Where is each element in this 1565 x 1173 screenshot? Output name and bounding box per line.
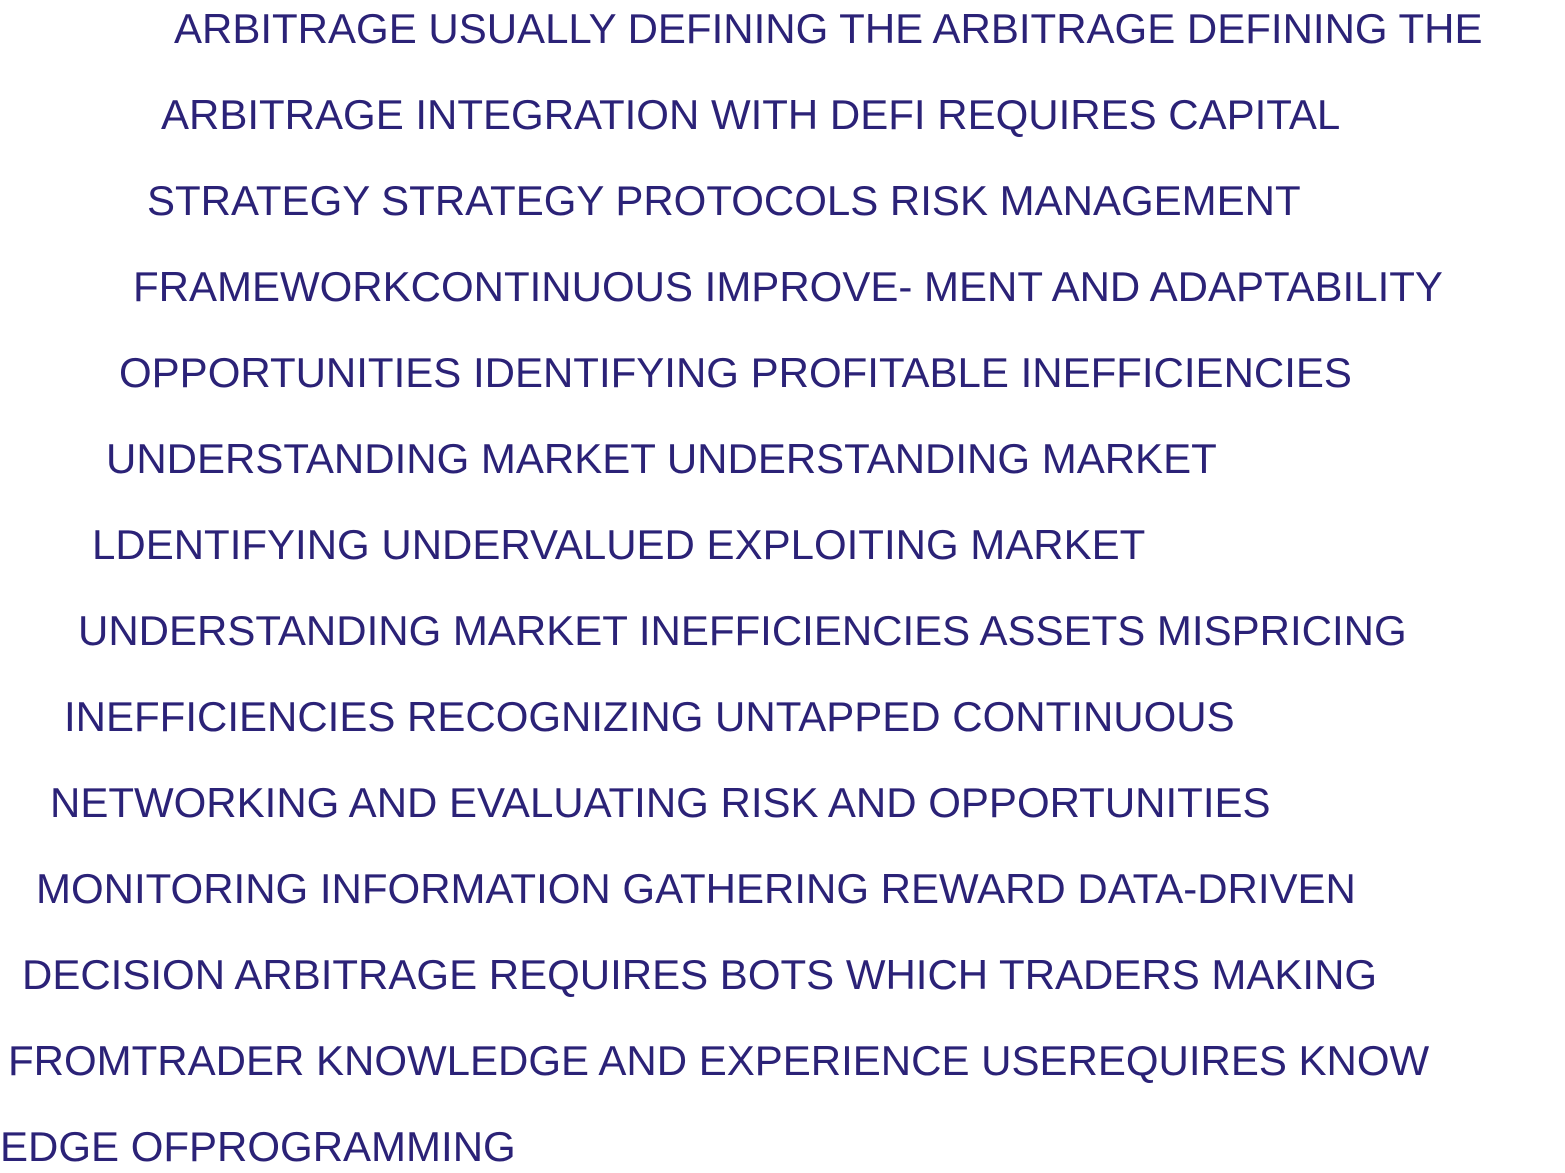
text-line-3: STRATEGY STRATEGY PROTOCOLS RISK MANAGEM… xyxy=(147,177,1301,224)
text-line-12: DECISION ARBITRAGE REQUIRES BOTS WHICH T… xyxy=(22,951,1378,998)
text-line-14: EDGE OFPROGRAMMING xyxy=(0,1123,516,1170)
text-line-4: FRAMEWORKCONTINUOUS IMPROVE- MENT AND AD… xyxy=(133,263,1443,310)
text-line-1: ARBITRAGE USUALLY DEFINING THE ARBITRAGE… xyxy=(174,5,1483,52)
text-line-9: INEFFICIENCIES RECOGNIZING UNTAPPED CONT… xyxy=(64,693,1235,740)
text-line-7: LDENTIFYING UNDERVALUED EXPLOITING MARKE… xyxy=(92,521,1146,568)
text-line-5: OPPORTUNITIES IDENTIFYING PROFITABLE INE… xyxy=(119,349,1352,396)
text-line-11: MONITORING INFORMATION GATHERING REWARD … xyxy=(36,865,1356,912)
text-line-13: FROMTRADER KNOWLEDGE AND EXPERIENCE USER… xyxy=(8,1037,1430,1084)
text-line-2: ARBITRAGE INTEGRATION WITH DEFI REQUIRES… xyxy=(161,91,1341,138)
text-line-8: UNDERSTANDING MARKET INEFFICIENCIES ASSE… xyxy=(78,607,1407,654)
text-line-10: NETWORKING AND EVALUATING RISK AND OPPOR… xyxy=(50,779,1271,826)
text-line-6: UNDERSTANDING MARKET UNDERSTANDING MARKE… xyxy=(106,435,1217,482)
